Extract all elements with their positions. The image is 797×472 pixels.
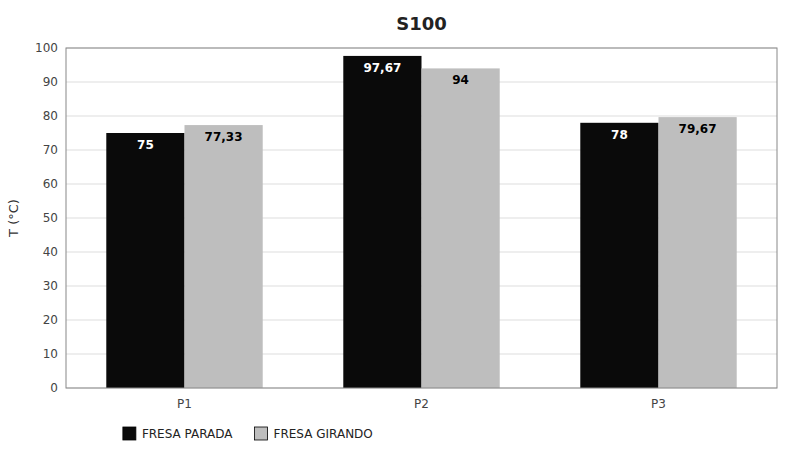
x-tick-label: P1 <box>177 397 192 411</box>
legend-swatch <box>255 427 268 440</box>
y-tick-label: 100 <box>35 41 58 55</box>
y-tick-label: 40 <box>43 245 58 259</box>
y-tick-label: 10 <box>43 347 58 361</box>
y-tick-label: 0 <box>50 381 58 395</box>
legend-label: FRESA GIRANDO <box>274 427 373 441</box>
bar-label: 79,67 <box>679 122 717 136</box>
y-tick-label: 90 <box>43 75 58 89</box>
chart-root: S100T (°C)01020304050607080901007597,677… <box>0 0 797 472</box>
bar <box>185 125 263 388</box>
bar-label: 77,33 <box>205 130 243 144</box>
bar <box>343 56 421 388</box>
chart-svg: S100T (°C)01020304050607080901007597,677… <box>0 0 797 472</box>
bar-label: 75 <box>137 138 154 152</box>
y-tick-label: 30 <box>43 279 58 293</box>
y-tick-label: 80 <box>43 109 58 123</box>
bar-label: 97,67 <box>363 61 401 75</box>
bar-labels: 75 97,67 78 77,33 94 79,67 <box>137 61 717 152</box>
y-axis-label: T (°C) <box>6 199 21 238</box>
bar <box>422 68 500 388</box>
chart-title: S100 <box>396 13 447 34</box>
y-tick-label: 70 <box>43 143 58 157</box>
y-tick-label: 20 <box>43 313 58 327</box>
legend-label: FRESA PARADA <box>142 427 233 441</box>
y-tick-label: 60 <box>43 177 58 191</box>
bar <box>580 123 658 388</box>
legend-swatch <box>123 427 136 440</box>
bar <box>106 133 184 388</box>
x-tick-label: P2 <box>414 397 429 411</box>
legend: FRESA PARADA FRESA GIRANDO <box>123 427 373 441</box>
plot-frame <box>66 48 777 388</box>
x-tick-label: P3 <box>651 397 666 411</box>
bars <box>106 56 736 388</box>
y-tick-label: 50 <box>43 211 58 225</box>
bar-label: 94 <box>452 73 469 87</box>
bar <box>659 117 737 388</box>
bar-label: 78 <box>611 128 628 142</box>
grid <box>66 48 777 388</box>
